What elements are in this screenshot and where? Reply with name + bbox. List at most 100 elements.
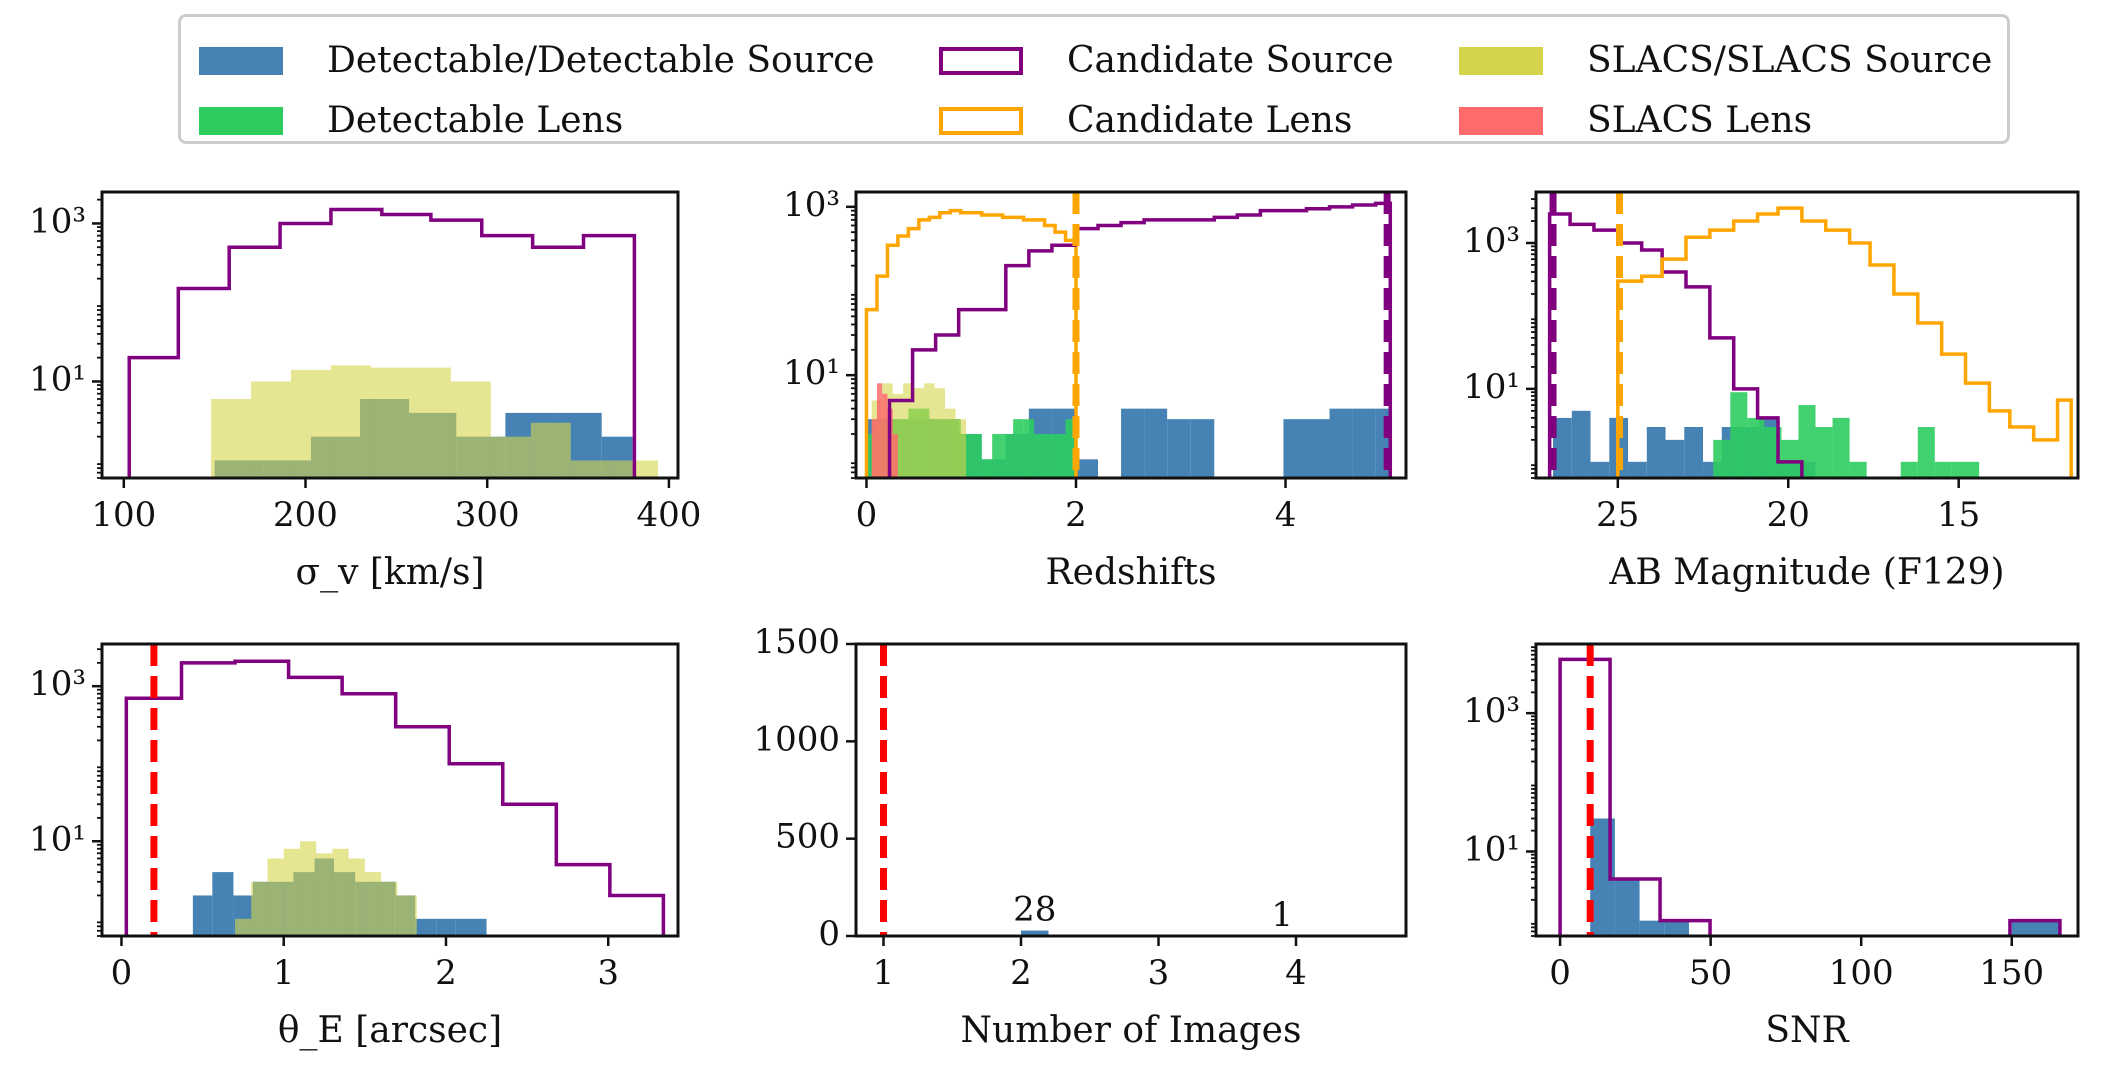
bar <box>211 398 251 478</box>
bar <box>1951 461 1980 478</box>
bar <box>1934 461 1952 478</box>
y-tick-label: 1000 <box>753 719 840 759</box>
bar <box>283 848 300 936</box>
bar <box>1352 408 1376 478</box>
legend-swatch-candidate-source <box>939 47 1023 75</box>
x-tick-label: 300 <box>455 495 520 535</box>
x-tick-label: 3 <box>597 953 619 993</box>
bar <box>871 419 877 478</box>
bar <box>299 841 317 936</box>
x-tick-label: 1 <box>273 953 295 993</box>
x-tick-label: 20 <box>1767 495 1810 535</box>
bar <box>992 433 1003 478</box>
bar <box>1917 427 1935 478</box>
x-axis-label: SNR <box>1765 1010 1849 1051</box>
bar <box>330 365 371 478</box>
x-tick-label: 1 <box>873 953 895 993</box>
legend-swatch-detectable-lens <box>199 107 283 135</box>
bar-label: 28 <box>1013 890 1056 930</box>
bar <box>1121 408 1145 478</box>
bar <box>450 381 491 478</box>
y-tick-label: 10³ <box>1463 221 1520 261</box>
bar <box>250 381 291 478</box>
axes-frame <box>1534 190 2080 480</box>
bar <box>364 872 382 936</box>
panel-4: 0 1 2 3 10¹ 10³ θ_E [arcsec] <box>29 642 680 1051</box>
step-series-5 <box>887 201 1393 478</box>
panel-2: 0 2 4 10¹ 10³ Redshifts <box>783 185 1408 593</box>
step-series-2 <box>124 659 666 936</box>
bar <box>530 422 571 478</box>
plot-area <box>124 644 666 936</box>
bar <box>415 918 437 936</box>
bar <box>981 459 993 478</box>
bar <box>267 858 284 936</box>
x-axis-label: AB Magnitude (F129) <box>1608 552 2004 593</box>
bar <box>1849 461 1867 478</box>
bar <box>1002 433 1014 478</box>
bar <box>1329 408 1353 478</box>
x-tick-label: 15 <box>1937 495 1980 535</box>
y-tick-label: 10¹ <box>29 359 86 399</box>
x-axis-label: Number of Images <box>961 1010 1302 1051</box>
bar <box>892 433 898 478</box>
panel-5: 28 1 1 2 3 4 0 500 1000 1500 Number of Images <box>753 622 1408 1051</box>
y-tick-label: 10³ <box>1463 691 1520 731</box>
x-tick-label: 0 <box>111 953 133 993</box>
bar <box>212 872 234 936</box>
axes-frame <box>100 642 680 938</box>
bar <box>903 383 914 478</box>
bar <box>1190 419 1215 478</box>
legend-label-slacs-lens: SLACS Lens <box>1587 100 1813 141</box>
bar <box>2011 920 2060 936</box>
x-tick-label: 200 <box>273 495 338 535</box>
bar <box>1900 461 1918 478</box>
bar <box>913 388 925 478</box>
bar-label: 1 <box>1271 895 1293 935</box>
x-tick-label: 100 <box>1829 953 1894 993</box>
bar <box>235 918 252 936</box>
plot-area <box>1547 192 2073 478</box>
y-tick-label: 10³ <box>29 201 86 241</box>
plot-area <box>864 192 1393 478</box>
bar <box>1684 427 1704 478</box>
bar <box>381 881 398 936</box>
x-tick-label: 0 <box>856 495 878 535</box>
x-tick-label: 4 <box>1285 953 1307 993</box>
bar <box>436 918 456 936</box>
x-tick-label: 25 <box>1596 495 1639 535</box>
legend-swatch-detectable-source <box>199 47 283 75</box>
x-axis-label: Redshifts <box>1046 552 1217 593</box>
bar <box>1713 439 1731 478</box>
bar <box>945 408 956 478</box>
y-tick-label: 10¹ <box>1463 367 1520 407</box>
bar <box>1021 930 1049 936</box>
x-tick-label: 2 <box>1065 495 1087 535</box>
x-tick-label: 4 <box>1275 495 1297 535</box>
bar <box>1665 439 1685 478</box>
legend-label-candidate-source: Candidate Source <box>1067 40 1394 81</box>
bar <box>1065 419 1076 478</box>
bar <box>1553 417 1572 478</box>
legend-label-candidate-lens: Candidate Lens <box>1067 100 1353 141</box>
legend-swatch-candidate-lens <box>939 107 1023 135</box>
step-series-2 <box>127 207 637 478</box>
x-tick-label: 2 <box>1010 953 1032 993</box>
bar <box>1730 392 1748 478</box>
bar <box>1074 459 1098 478</box>
bar <box>1144 408 1168 478</box>
bar <box>348 858 365 936</box>
bar <box>1034 433 1045 478</box>
bar <box>934 388 946 478</box>
x-tick-label: 50 <box>1689 953 1732 993</box>
bar <box>1781 439 1799 478</box>
bar <box>1167 419 1191 478</box>
bar <box>876 383 883 478</box>
plot-area <box>127 207 659 478</box>
bar <box>1571 410 1591 478</box>
bar <box>490 436 531 478</box>
bar <box>955 419 966 478</box>
bar <box>1815 427 1833 478</box>
bar <box>1628 461 1647 478</box>
